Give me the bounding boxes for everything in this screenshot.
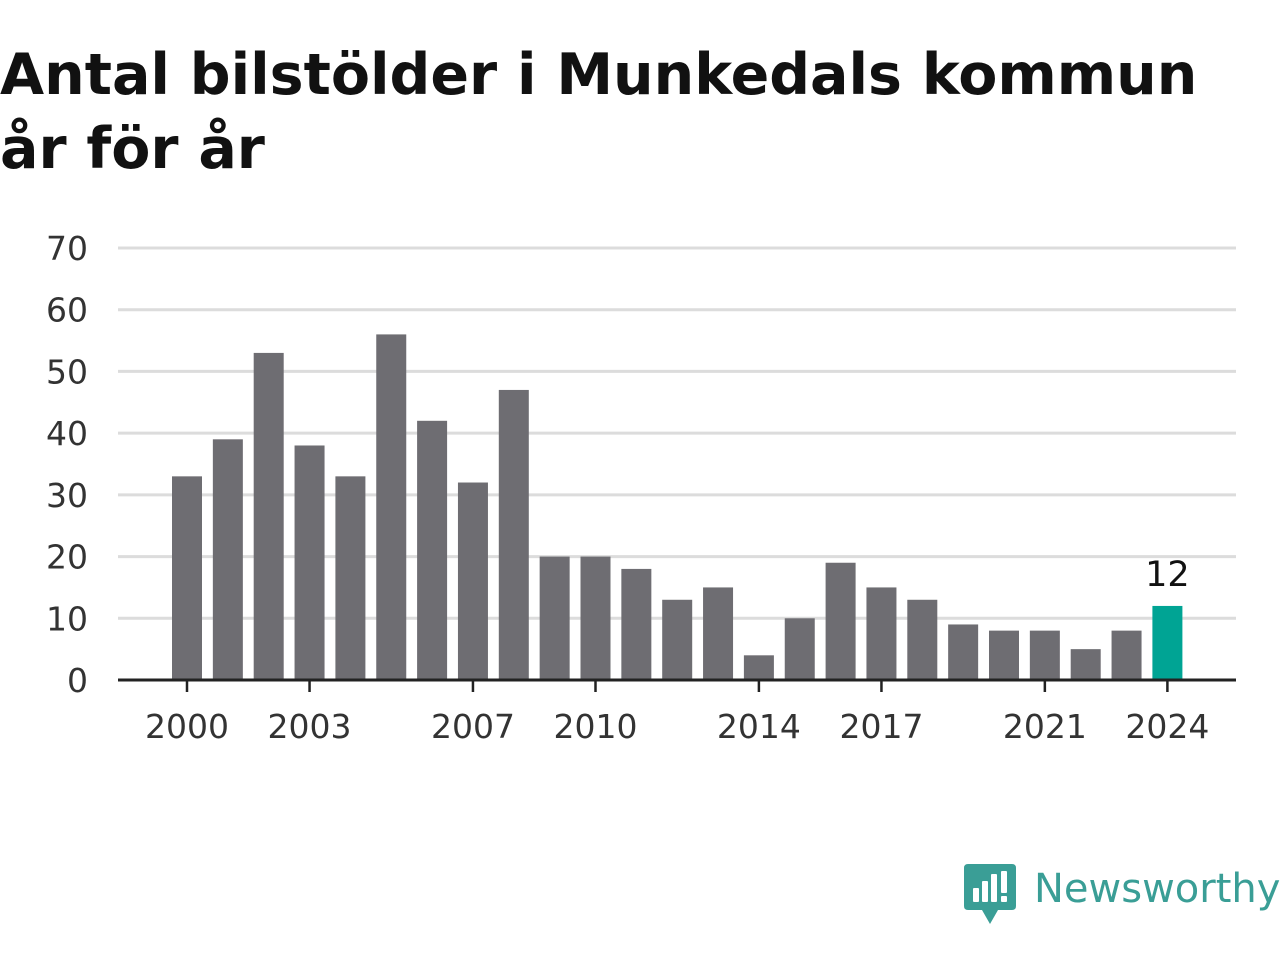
- y-tick-label: 50: [46, 352, 88, 391]
- y-tick-label: 10: [46, 599, 88, 638]
- bar: [1152, 605, 1183, 680]
- bar: [1111, 630, 1142, 680]
- bar: [539, 556, 570, 680]
- bar: [866, 587, 897, 680]
- bar: [662, 599, 693, 680]
- x-tick-label: 2007: [431, 707, 515, 746]
- y-tick-label: 0: [67, 661, 88, 700]
- bar: [1070, 649, 1101, 680]
- brand-logo: Newsworthy: [964, 864, 1280, 926]
- data-label: 12: [1145, 555, 1190, 595]
- y-tick-label: 30: [46, 476, 88, 515]
- y-tick-label: 20: [46, 538, 88, 577]
- bar: [253, 352, 284, 680]
- bar: [172, 476, 202, 680]
- bar: [294, 445, 325, 680]
- newsworthy-logo-icon: [964, 864, 1016, 924]
- x-tick-label: 2000: [145, 707, 229, 746]
- x-tick-label: 2010: [554, 707, 638, 746]
- x-tick-label: 2003: [268, 707, 352, 746]
- y-tick-label: 70: [46, 229, 88, 268]
- bar: [989, 630, 1019, 680]
- bar: [948, 624, 979, 680]
- x-tick-label: 2021: [1003, 707, 1087, 746]
- x-tick-label: 2024: [1125, 707, 1209, 746]
- bar: [457, 482, 488, 680]
- bar: [703, 587, 734, 680]
- bar: [784, 618, 815, 680]
- x-tick-label: 2014: [717, 707, 801, 746]
- bar: [1029, 630, 1060, 680]
- bar: [621, 568, 652, 680]
- x-tick-label: 2017: [839, 707, 923, 746]
- bar: [417, 420, 448, 680]
- y-tick-label: 40: [46, 414, 88, 453]
- bar: [743, 655, 774, 680]
- bar: [907, 599, 938, 680]
- y-tick-label: 60: [46, 291, 88, 330]
- chart-title: Antal bilstölder i Munkedals kommun år f…: [0, 42, 1198, 182]
- bar: [580, 556, 611, 680]
- bar: [212, 439, 243, 680]
- brand-name: Newsworthy: [1034, 866, 1280, 912]
- bar: [335, 476, 366, 680]
- bar: [376, 334, 407, 680]
- bar: [498, 389, 529, 680]
- bar: [825, 562, 856, 680]
